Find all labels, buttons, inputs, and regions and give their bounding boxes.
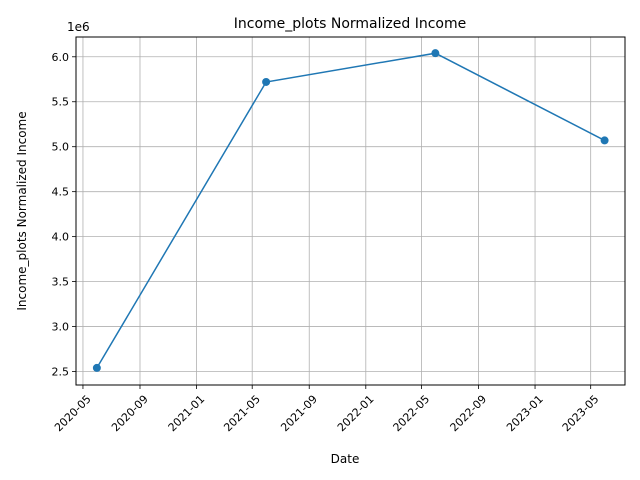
y-tick-label: 4.5 bbox=[52, 186, 70, 199]
series-line bbox=[96, 52, 605, 369]
y-axis: 2.5 3.0 3.5 4.0 4.5 5.0 5.5 6.0 bbox=[52, 51, 76, 379]
y-axis-label: Income_plots Normalized Income bbox=[15, 111, 29, 310]
data-point-marker bbox=[431, 49, 440, 58]
data-point-marker bbox=[92, 363, 101, 372]
y-tick-label: 3.0 bbox=[52, 321, 70, 334]
y-tick-label: 4.0 bbox=[52, 231, 70, 244]
plot-frame bbox=[75, 36, 626, 386]
data-point-marker bbox=[600, 136, 609, 145]
series-layer bbox=[92, 49, 609, 372]
x-axis-label: Date bbox=[331, 452, 360, 466]
data-point-marker bbox=[262, 77, 271, 86]
y-tick-label: 6.0 bbox=[52, 51, 70, 64]
grid bbox=[76, 37, 625, 385]
y-tick-label: 5.5 bbox=[52, 96, 70, 109]
y-tick-label: 5.0 bbox=[52, 141, 70, 154]
y-axis-offset-text: 1e6 bbox=[67, 20, 90, 34]
chart-title: Income_plots Normalized Income bbox=[234, 16, 466, 32]
y-tick-label: 3.5 bbox=[52, 276, 70, 289]
y-tick-label: 2.5 bbox=[52, 366, 70, 379]
